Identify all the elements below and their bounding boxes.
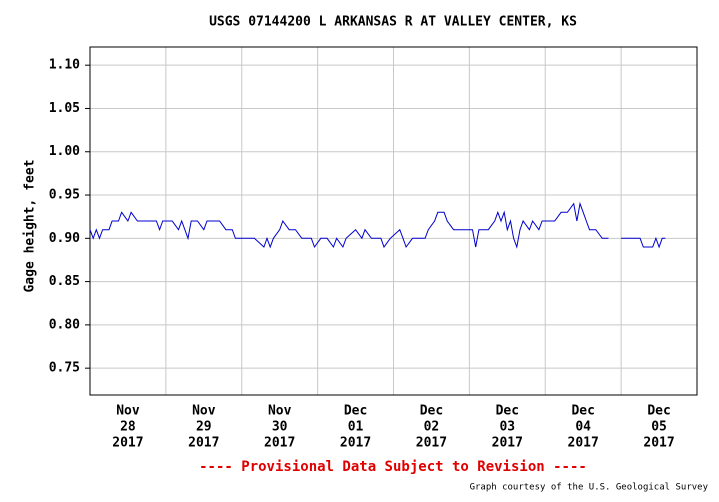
data-line bbox=[89, 201, 666, 249]
x-tick-label: 2017 bbox=[264, 436, 295, 451]
y-tick-label: 0.90 bbox=[49, 231, 80, 246]
x-tick-label: 28 bbox=[120, 420, 136, 435]
x-tick-label: 2017 bbox=[188, 436, 219, 451]
x-tick-label: 03 bbox=[499, 420, 515, 435]
y-tick-label: 1.00 bbox=[49, 144, 80, 159]
x-tick-label: Nov bbox=[192, 404, 216, 419]
credit: Graph courtesy of the U.S. Geological Su… bbox=[470, 483, 709, 493]
x-tick-label: Dec bbox=[571, 404, 594, 419]
x-tick-label: 29 bbox=[196, 420, 212, 435]
y-tick-label: 0.75 bbox=[49, 361, 80, 376]
x-tick-label: Dec bbox=[647, 404, 670, 419]
y-tick-label: 0.80 bbox=[49, 317, 80, 332]
x-tick-label: 04 bbox=[575, 420, 591, 435]
plot-frame bbox=[89, 46, 698, 396]
y-axis-label: Gage height, feet bbox=[23, 159, 38, 292]
x-tick-label: 2017 bbox=[643, 436, 674, 451]
x-tick-label: Nov bbox=[116, 404, 140, 419]
x-tick-label: 05 bbox=[651, 420, 667, 435]
x-tick-label: 2017 bbox=[112, 436, 143, 451]
x-tick-label: 01 bbox=[348, 420, 364, 435]
x-tick-label: Dec bbox=[420, 404, 443, 419]
x-tick-label: 2017 bbox=[492, 436, 523, 451]
x-tick-label: Nov bbox=[268, 404, 292, 419]
y-tick-label: 1.10 bbox=[49, 58, 80, 73]
x-tick-label: 2017 bbox=[416, 436, 447, 451]
x-tick-label: 2017 bbox=[568, 436, 599, 451]
x-tick-label: 02 bbox=[424, 420, 440, 435]
y-tick-label: 0.85 bbox=[49, 274, 80, 289]
x-tick-label: 30 bbox=[272, 420, 288, 435]
x-tick-label: Dec bbox=[344, 404, 367, 419]
y-tick-label: 1.05 bbox=[49, 101, 80, 116]
provisional-note: ---- Provisional Data Subject to Revisio… bbox=[199, 459, 587, 475]
y-tick-label: 0.95 bbox=[49, 188, 80, 203]
chart-title: USGS 07144200 L ARKANSAS R AT VALLEY CEN… bbox=[209, 15, 577, 30]
x-tick-label: Dec bbox=[496, 404, 519, 419]
x-tick-label: 2017 bbox=[340, 436, 371, 451]
